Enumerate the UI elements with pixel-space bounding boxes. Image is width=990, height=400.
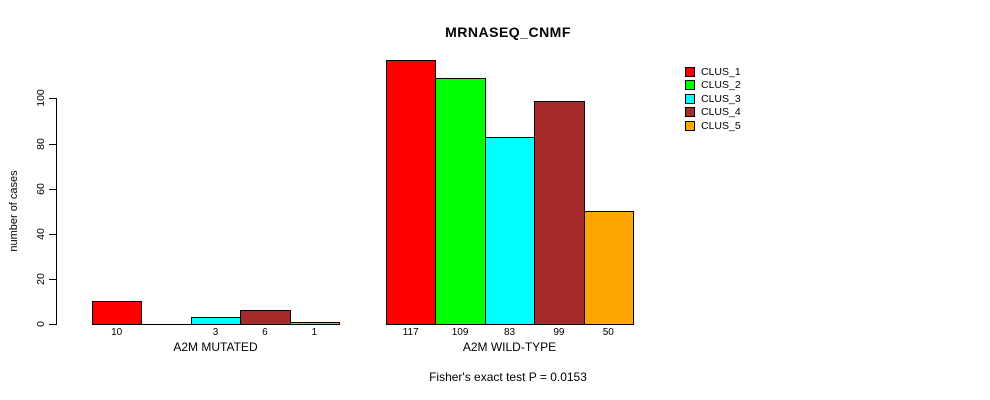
y-axis-tick-label: 100 — [35, 89, 47, 108]
bar-clus_4-wildtype — [534, 100, 585, 325]
y-axis-tick — [49, 188, 56, 190]
bar-clus_3-wildtype — [484, 136, 536, 325]
y-axis-tick — [49, 98, 56, 100]
legend-row-clus_4: CLUS_4 — [685, 106, 741, 120]
bar-value-label: 50 — [602, 327, 614, 338]
legend-label: CLUS_2 — [701, 79, 741, 92]
legend-swatch-icon — [685, 93, 695, 104]
y-axis-tick-label: 40 — [35, 227, 47, 240]
bar-value-label: 3 — [212, 327, 219, 338]
y-axis-tick-label: 20 — [35, 273, 47, 285]
legend-label: CLUS_5 — [701, 119, 741, 132]
bar-value-label: 10 — [111, 327, 123, 338]
legend-label: CLUS_3 — [701, 92, 741, 105]
bar-clus_5-mutated — [289, 321, 340, 325]
legend-row-clus_5: CLUS_5 — [685, 119, 741, 133]
legend-row-clus_3: CLUS_3 — [685, 92, 741, 106]
bar-value-label: 83 — [503, 327, 516, 338]
y-axis-tick — [49, 278, 56, 280]
legend-swatch-icon — [685, 120, 695, 131]
legend-row-clus_1: CLUS_1 — [685, 65, 741, 79]
bar-value-label: 6 — [262, 327, 268, 338]
y-axis-tick-label: 0 — [35, 321, 47, 327]
legend-row-clus_2: CLUS_2 — [685, 79, 741, 93]
y-axis-tick-label: 60 — [35, 182, 47, 195]
chart-title: MRNASEQ_CNMF — [445, 24, 571, 40]
footnote-pvalue: Fisher's exact test P = 0.0153 — [429, 370, 587, 384]
legend-swatch-icon — [685, 80, 695, 91]
x-axis-group-label: A2M WILD-TYPE — [462, 340, 557, 354]
bar-clus_1-mutated — [92, 301, 143, 325]
legend: CLUS_1 CLUS_2 CLUS_3 CLUS_4 CLUS_5 — [685, 65, 741, 133]
legend-label: CLUS_4 — [701, 106, 741, 119]
bar-clus_4-mutated — [240, 310, 291, 325]
legend-label: CLUS_1 — [701, 65, 741, 78]
legend-swatch-icon — [685, 107, 695, 118]
bar-clus_5-wildtype — [583, 211, 634, 325]
y-axis-tick — [49, 143, 56, 145]
bar-value-label: 109 — [451, 327, 469, 338]
bar-value-label: 99 — [553, 327, 565, 338]
y-axis-tick-label: 80 — [35, 137, 47, 150]
legend-swatch-icon — [685, 66, 695, 77]
bar-clus_2-wildtype — [435, 78, 486, 325]
y-axis-title: number of cases — [8, 170, 20, 252]
y-axis-line — [56, 98, 57, 325]
x-axis-group-label: A2M MUTATED — [173, 340, 258, 354]
y-axis-tick — [49, 324, 56, 325]
y-axis-tick — [49, 233, 56, 235]
bar-value-label: 117 — [402, 327, 419, 338]
bar-clus_3-mutated — [190, 317, 242, 325]
bar-value-label: 1 — [311, 327, 318, 338]
bar-clus_1-wildtype — [386, 60, 437, 325]
